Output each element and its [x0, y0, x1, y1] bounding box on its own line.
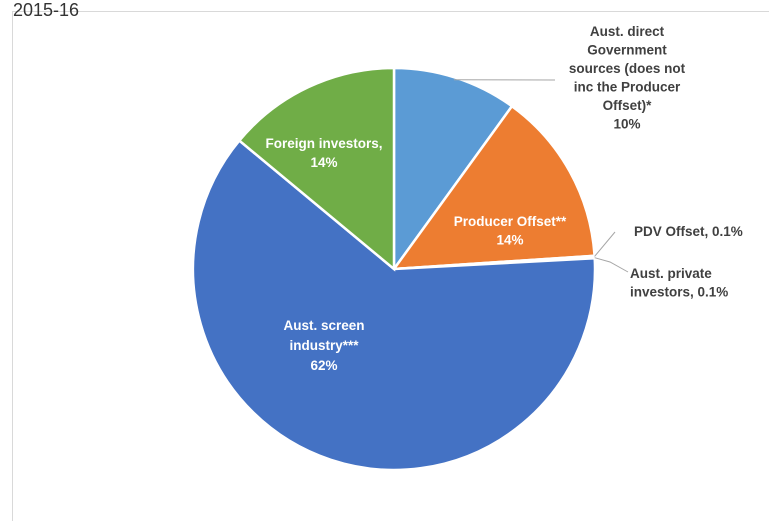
data-label-pdv-offset: PDV Offset, 0.1%	[634, 224, 743, 239]
data-label-private-investors-line: investors, 0.1%	[630, 285, 728, 300]
data-label-government: Aust. direct Government sources (does not i…	[569, 24, 686, 132]
leader-line-pdv	[595, 232, 615, 256]
data-label-government-line: Government	[587, 43, 667, 58]
data-label-government-line: inc the Producer	[574, 80, 681, 95]
leader-line-private	[595, 258, 628, 272]
data-label-government-line: Offset)*	[603, 98, 652, 113]
data-label-government-line: sources (does not	[569, 61, 686, 76]
data-label-producer-offset-line: Producer Offset**	[454, 214, 567, 229]
data-label-pdv-offset-line: PDV Offset, 0.1%	[634, 224, 743, 239]
data-label-producer-offset-line: 14%	[496, 233, 523, 248]
data-label-government-line: Aust. direct	[590, 24, 665, 39]
data-label-private-investors-line: Aust. private	[630, 266, 712, 281]
data-label-government-line: 10%	[613, 117, 640, 132]
data-label-foreign-investors-line: 14%	[310, 155, 337, 170]
data-label-private-investors: Aust. private investors, 0.1%	[630, 266, 728, 300]
data-label-screen-industry-line: 62%	[310, 358, 337, 373]
data-label-foreign-investors-line: Foreign investors,	[265, 136, 382, 151]
data-label-screen-industry-line: industry***	[289, 338, 359, 353]
data-label-screen-industry-line: Aust. screen	[283, 318, 364, 333]
